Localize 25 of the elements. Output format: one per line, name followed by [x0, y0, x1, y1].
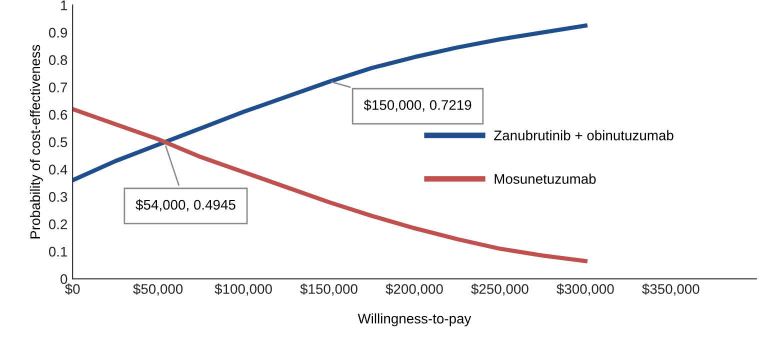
y-tick-label: 0.8	[48, 55, 68, 65]
legend-label: Mosunetuzumab	[494, 174, 596, 184]
y-tick-label: 0.4	[48, 164, 68, 175]
y-tick-label: 0.3	[48, 192, 68, 202]
y-axis-title: Probability of cost-effectiveness	[30, 44, 43, 238]
legend-label: Zanubrutinib + obinutuzumab	[494, 130, 674, 140]
y-tick-label: 1	[61, 0, 68, 10]
x-tick-label: $100,000	[214, 283, 272, 296]
y-tick-label: 0.6	[48, 110, 68, 120]
annotation: $150,000, 0.7219	[364, 100, 472, 112]
y-tick-label: 0.7	[48, 82, 68, 92]
y-tick-label: 0	[60, 274, 68, 284]
x-tick-label: $300,000	[556, 283, 614, 296]
x-tick-label: $0	[65, 283, 80, 295]
x-tick-label: $250,000	[471, 283, 528, 296]
annotation: $54,000, 0.4945	[136, 199, 236, 212]
x-tick-label: $200,000	[386, 283, 443, 296]
x-tick-label: $50,000	[133, 283, 183, 296]
y-tick-label: 0.9	[48, 28, 68, 38]
y-tick-label: 0.1	[48, 246, 68, 257]
y-tick-label: 0.2	[48, 219, 68, 230]
x-tick-label: $350,000	[642, 283, 700, 296]
x-axis-title: Willingness-to-pay	[358, 313, 472, 326]
y-tick-label: 0.5	[48, 137, 68, 148]
x-tick-label: $150,000	[300, 283, 358, 296]
